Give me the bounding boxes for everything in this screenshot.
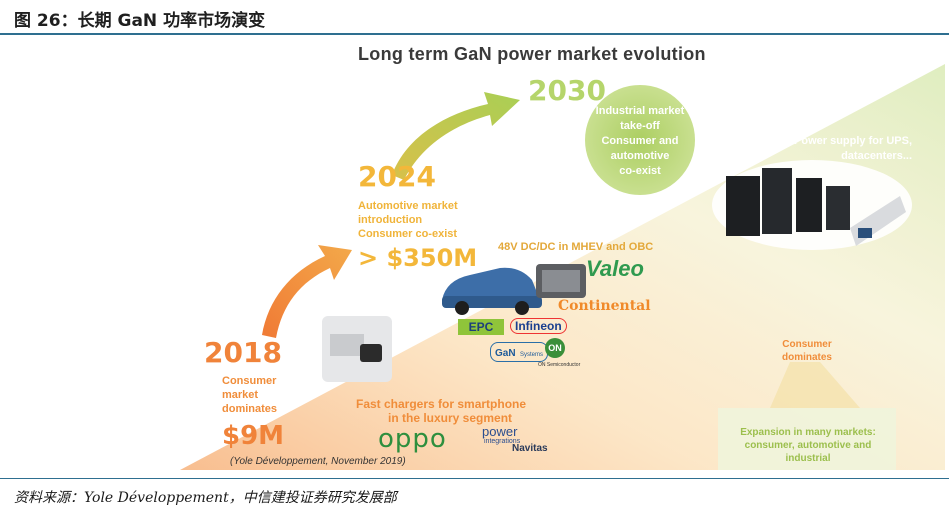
stage-2024-line: Consumer co-exist — [358, 228, 458, 240]
market-size-2024: > $350M — [358, 244, 478, 272]
gan-systems-logo: GaN Systems — [490, 342, 549, 362]
consumer-dominates-note: Consumer dominates — [772, 338, 842, 364]
consumer-note-line: dominates — [781, 352, 832, 363]
growth-arrow-2024-2030 — [392, 92, 520, 180]
continental-logo: Continental — [558, 298, 651, 314]
server-photo — [712, 160, 912, 250]
expansion-note-line: Expansion in many markets: — [740, 427, 876, 438]
expansion-note-line: consumer, automotive and — [744, 440, 872, 451]
on-semi-caption: ON Semiconductor — [538, 362, 581, 368]
integrations-text: integrations — [484, 438, 521, 445]
consumer-note-line: Consumer — [782, 339, 832, 350]
application-2024: 48V DC/DC in MHEV and OBC — [498, 241, 654, 253]
market-size-2018: $9M — [222, 421, 285, 451]
application-2018-line: in the luxury segment — [388, 411, 513, 425]
stage-2030-line: co-exist — [619, 165, 661, 177]
car-photo — [442, 267, 542, 315]
stage-2030-line: automotive — [610, 150, 670, 162]
industrial-bubble — [585, 85, 695, 195]
charger-photo — [322, 316, 392, 382]
gan-systems-text: GaN — [495, 348, 516, 359]
navitas-logo: Navitas — [512, 443, 548, 454]
consumer-cone — [770, 362, 860, 408]
chart-title: Long term GaN power market evolution — [358, 44, 706, 64]
stage-2030-line: Industrial market — [595, 105, 685, 117]
stage-2018-line: market — [222, 389, 259, 401]
footer-rule — [0, 478, 949, 479]
oppo-logo: oppo — [378, 424, 447, 454]
year-2024: 2024 — [358, 160, 436, 193]
power-text: power — [482, 424, 518, 439]
title-rule — [0, 33, 949, 35]
epc-logo: EPC — [458, 319, 504, 335]
expansion-panel — [718, 408, 896, 470]
application-2030-line: datacenters... — [841, 150, 912, 162]
power-integrations-logo: power integrations — [482, 424, 521, 445]
stage-2030-line: Consumer and — [601, 135, 679, 147]
stage-2024-line: introduction — [358, 214, 423, 226]
chart-credit: (Yole Développement, November 2019) — [230, 456, 406, 467]
year-2018: 2018 — [204, 336, 282, 369]
stage-2030-text: Industrial market take-off Consumer and … — [585, 104, 695, 179]
infineon-logo: Infineon — [510, 318, 567, 334]
application-2018: Fast chargers for smartphone in the luxu… — [356, 397, 526, 425]
application-2018-line: Fast chargers for smartphone — [356, 397, 527, 411]
stage-2024-line: Automotive market — [358, 200, 458, 212]
application-2030-line: Power supply for UPS, — [794, 135, 912, 147]
source-note: 资料来源：Yole Développement，中信建投证券研究发展部 — [14, 490, 397, 506]
year-2030: 2030 — [528, 74, 606, 107]
stage-2024-text: Automotive market introduction Consumer … — [358, 199, 458, 241]
stage-2018-text: Consumer market dominates — [222, 374, 277, 416]
module-photo — [536, 264, 586, 298]
valeo-logo: Valeo — [586, 256, 644, 281]
expansion-note: Expansion in many markets: consumer, aut… — [728, 426, 888, 465]
on-semi-logo: ON — [545, 338, 565, 358]
stage-2018-line: dominates — [222, 403, 278, 415]
stage-2018-line: Consumer — [222, 375, 277, 387]
growth-arrow-2018-2024 — [262, 245, 352, 338]
expansion-note-line: industrial — [785, 453, 831, 464]
figure-title: 图 26：长期 GaN 功率市场演变 — [14, 11, 266, 31]
gan-systems-sub: Systems — [520, 352, 544, 358]
stage-2030-line: take-off — [620, 120, 660, 132]
application-2030: Power supply for UPS, datacenters... — [764, 134, 912, 164]
